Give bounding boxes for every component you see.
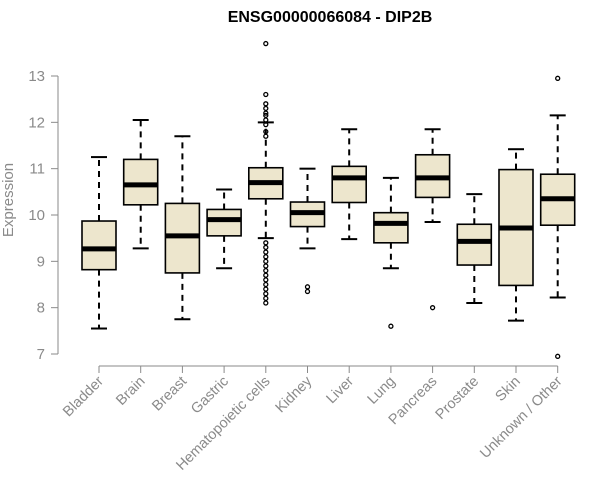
x-tick-label: Bladder [60,373,107,420]
outlier-point [263,249,269,255]
x-tick-label: Liver [323,373,357,407]
x-tick-label: Kidney [273,373,316,416]
outlier-point [263,281,269,288]
box-iqr [206,208,242,237]
outlier-point [263,258,269,264]
box-skin [498,148,534,322]
y-axis-label: Expression [0,163,17,237]
outlier-point [263,254,269,260]
outlier-point [263,244,269,251]
box-lung [373,176,409,329]
box-kidney [289,167,326,295]
outlier-point [304,288,311,295]
box-prostate [456,193,493,305]
box-iqr [331,165,368,204]
box-unknown-other [539,75,576,359]
y-tick-label: 10 [28,207,45,224]
y-tick-label: 7 [37,346,45,363]
chart-title: ENSG00000066084 - DIP2B [228,9,433,26]
outlier-point [263,40,269,47]
box-iqr [81,220,117,271]
x-tick-label: Skin [493,374,524,405]
outlier-point [263,117,269,123]
outlier-point [263,300,269,306]
y-tick-label: 13 [28,68,45,85]
box-pancreas [414,128,451,311]
y-axis: 7 8 9 10 11 12 13 [28,68,59,363]
outlier-point [263,263,269,269]
outlier-point [263,240,269,246]
outlier-point [555,353,561,359]
box-brain [122,119,159,250]
box-hematopoietic-cells [248,40,284,306]
outlier-point [263,101,269,107]
outlier-point [263,267,269,274]
outlier-point [263,286,269,292]
box-iqr [122,158,159,206]
outlier-point [263,122,269,128]
box-bladder [81,156,117,330]
outlier-point [263,277,269,283]
outlier-point [388,323,394,329]
outlier-point [304,284,311,290]
x-tick-label: Prostate [433,374,482,423]
box-breast [164,135,201,321]
y-tick-label: 9 [37,253,45,270]
x-tick-label: Lung [365,374,399,408]
box-liver [331,128,368,241]
y-tick-label: 12 [28,114,45,131]
box-iqr [456,223,493,266]
boxes-layer [81,40,576,359]
y-tick-label: 11 [29,161,45,178]
outlier-point [429,305,436,311]
outlier-point [263,295,269,302]
y-tick-label: 8 [37,300,45,317]
outlier-point [263,291,269,297]
outlier-point [263,133,269,139]
outlier-point [263,272,269,278]
x-tick-label: Brain [113,374,148,409]
outlier-point [263,110,269,116]
box-gastric [206,188,242,270]
outlier-point [555,75,561,81]
outlier-point [263,91,269,98]
x-tick-label: Breast [149,374,190,415]
outlier-point [263,105,269,112]
box-iqr [373,211,409,244]
